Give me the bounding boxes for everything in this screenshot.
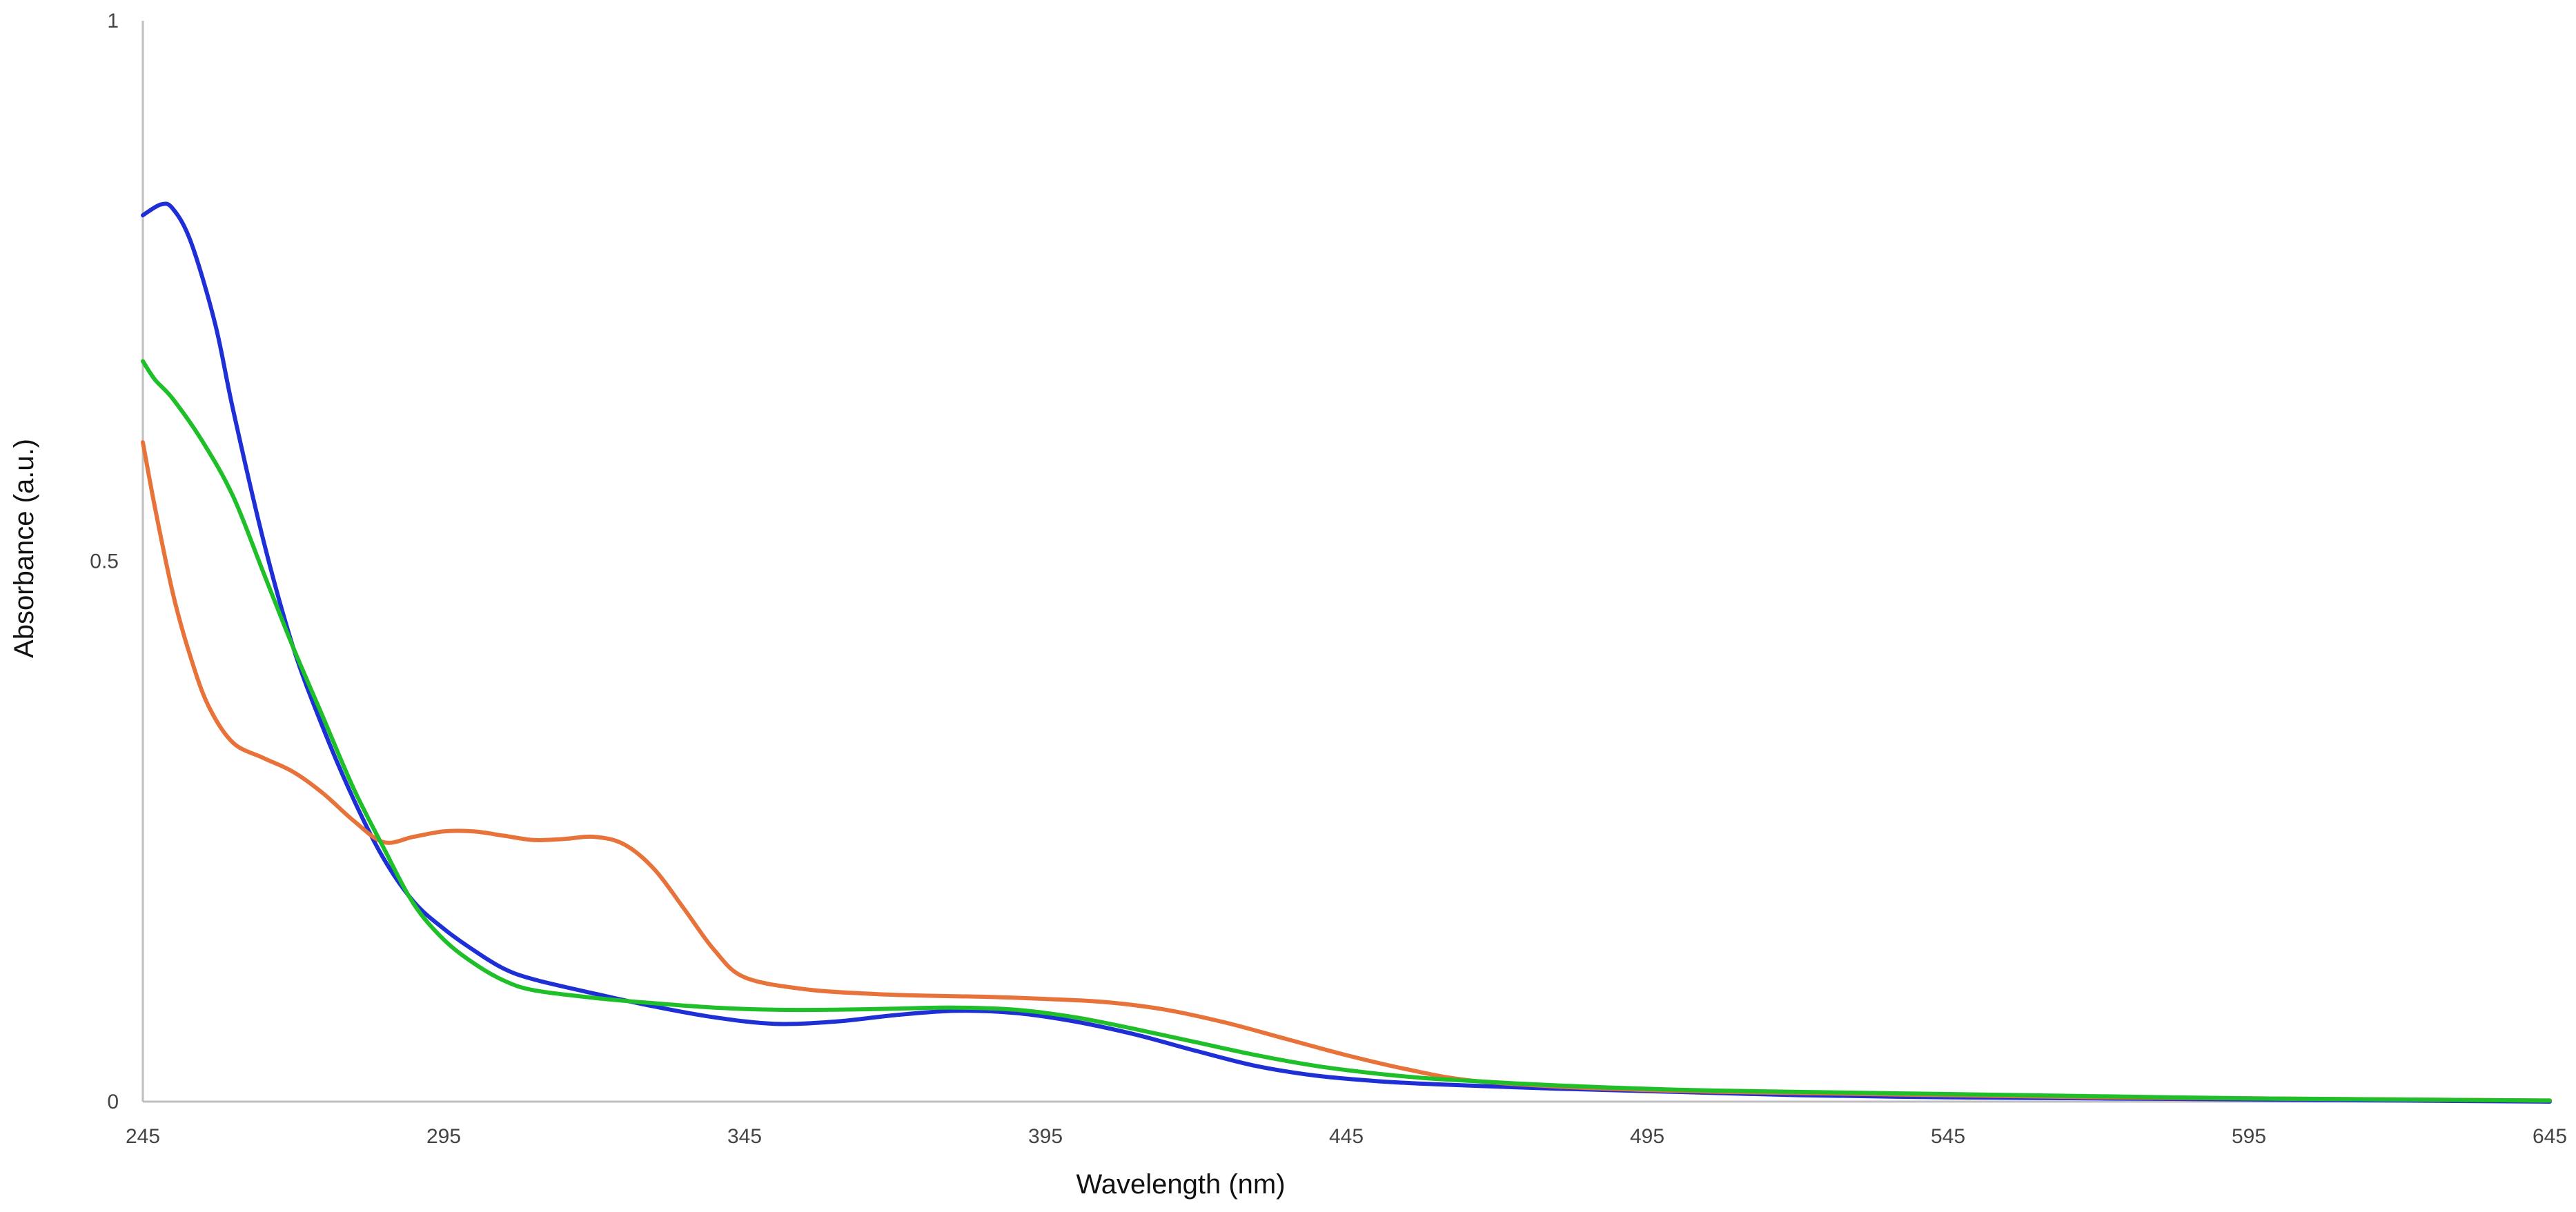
y-tick-label: 0 [107,1091,119,1113]
series-lines [141,201,2552,1104]
y-tick-label: 0.5 [90,550,119,573]
y-tick-label: 1 [107,10,119,32]
y-tick-labels: 00.51 [90,10,119,1113]
series-line-1 [141,201,2552,1104]
x-tick-label: 345 [727,1125,762,1148]
x-tick-label: 295 [426,1125,461,1148]
x-tick-label: 645 [2533,1125,2567,1148]
x-tick-label: 245 [126,1125,160,1148]
x-tick-label: 495 [1630,1125,1664,1148]
y-axis-title: Absorbance (a.u.) [9,439,39,658]
series-line-3 [141,359,2552,1103]
x-tick-label: 395 [1028,1125,1063,1148]
series-line-2 [141,440,2552,1103]
x-tick-label: 545 [1931,1125,1965,1148]
x-axis-title: Wavelength (nm) [1076,1169,1285,1200]
x-tick-labels: 245 295 345 395 445 495 545 595 645 [126,1125,2567,1148]
x-tick-label: 595 [2232,1125,2266,1148]
x-tick-label: 445 [1329,1125,1364,1148]
